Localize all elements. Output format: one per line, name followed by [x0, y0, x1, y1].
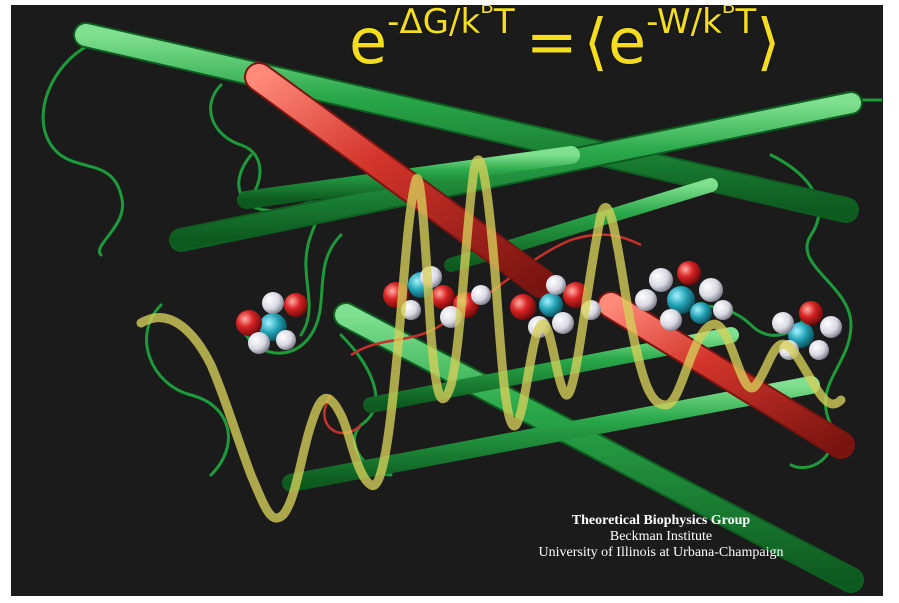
equals-sign: = — [525, 5, 578, 78]
rhs-exponent: -W/kBT — [646, 5, 756, 42]
rhs-base: e — [607, 5, 647, 78]
credits-block: Theoretical Biophysics Group Beckman Ins… — [491, 513, 831, 561]
lhs-base: e — [349, 5, 388, 78]
lhs-subscript: B — [480, 5, 494, 18]
institute-name: Beckman Institute — [609, 529, 713, 544]
poster-image: e-ΔG/kBT =⟨e-W/kBT⟩ Theoretical Biophysi… — [11, 5, 883, 596]
molecule-1 — [236, 292, 308, 354]
group-name: Theoretical Biophysics Group — [571, 513, 751, 528]
open-angle-bracket: ⟨ — [583, 5, 608, 78]
rhs-subscript: B — [721, 5, 736, 18]
close-angle-bracket: ⟩ — [756, 5, 781, 78]
protein-illustration — [41, 22, 883, 593]
molecule-5 — [772, 301, 842, 360]
trajectory-curve — [136, 155, 846, 523]
free-energy-equation: e-ΔG/kBT =⟨e-W/kBT⟩ — [349, 5, 869, 91]
university-name: University of Illinois at Urbana-Champai… — [538, 545, 784, 560]
lhs-exponent: -ΔG/kBT — [387, 5, 515, 42]
molecule-4 — [635, 261, 733, 331]
